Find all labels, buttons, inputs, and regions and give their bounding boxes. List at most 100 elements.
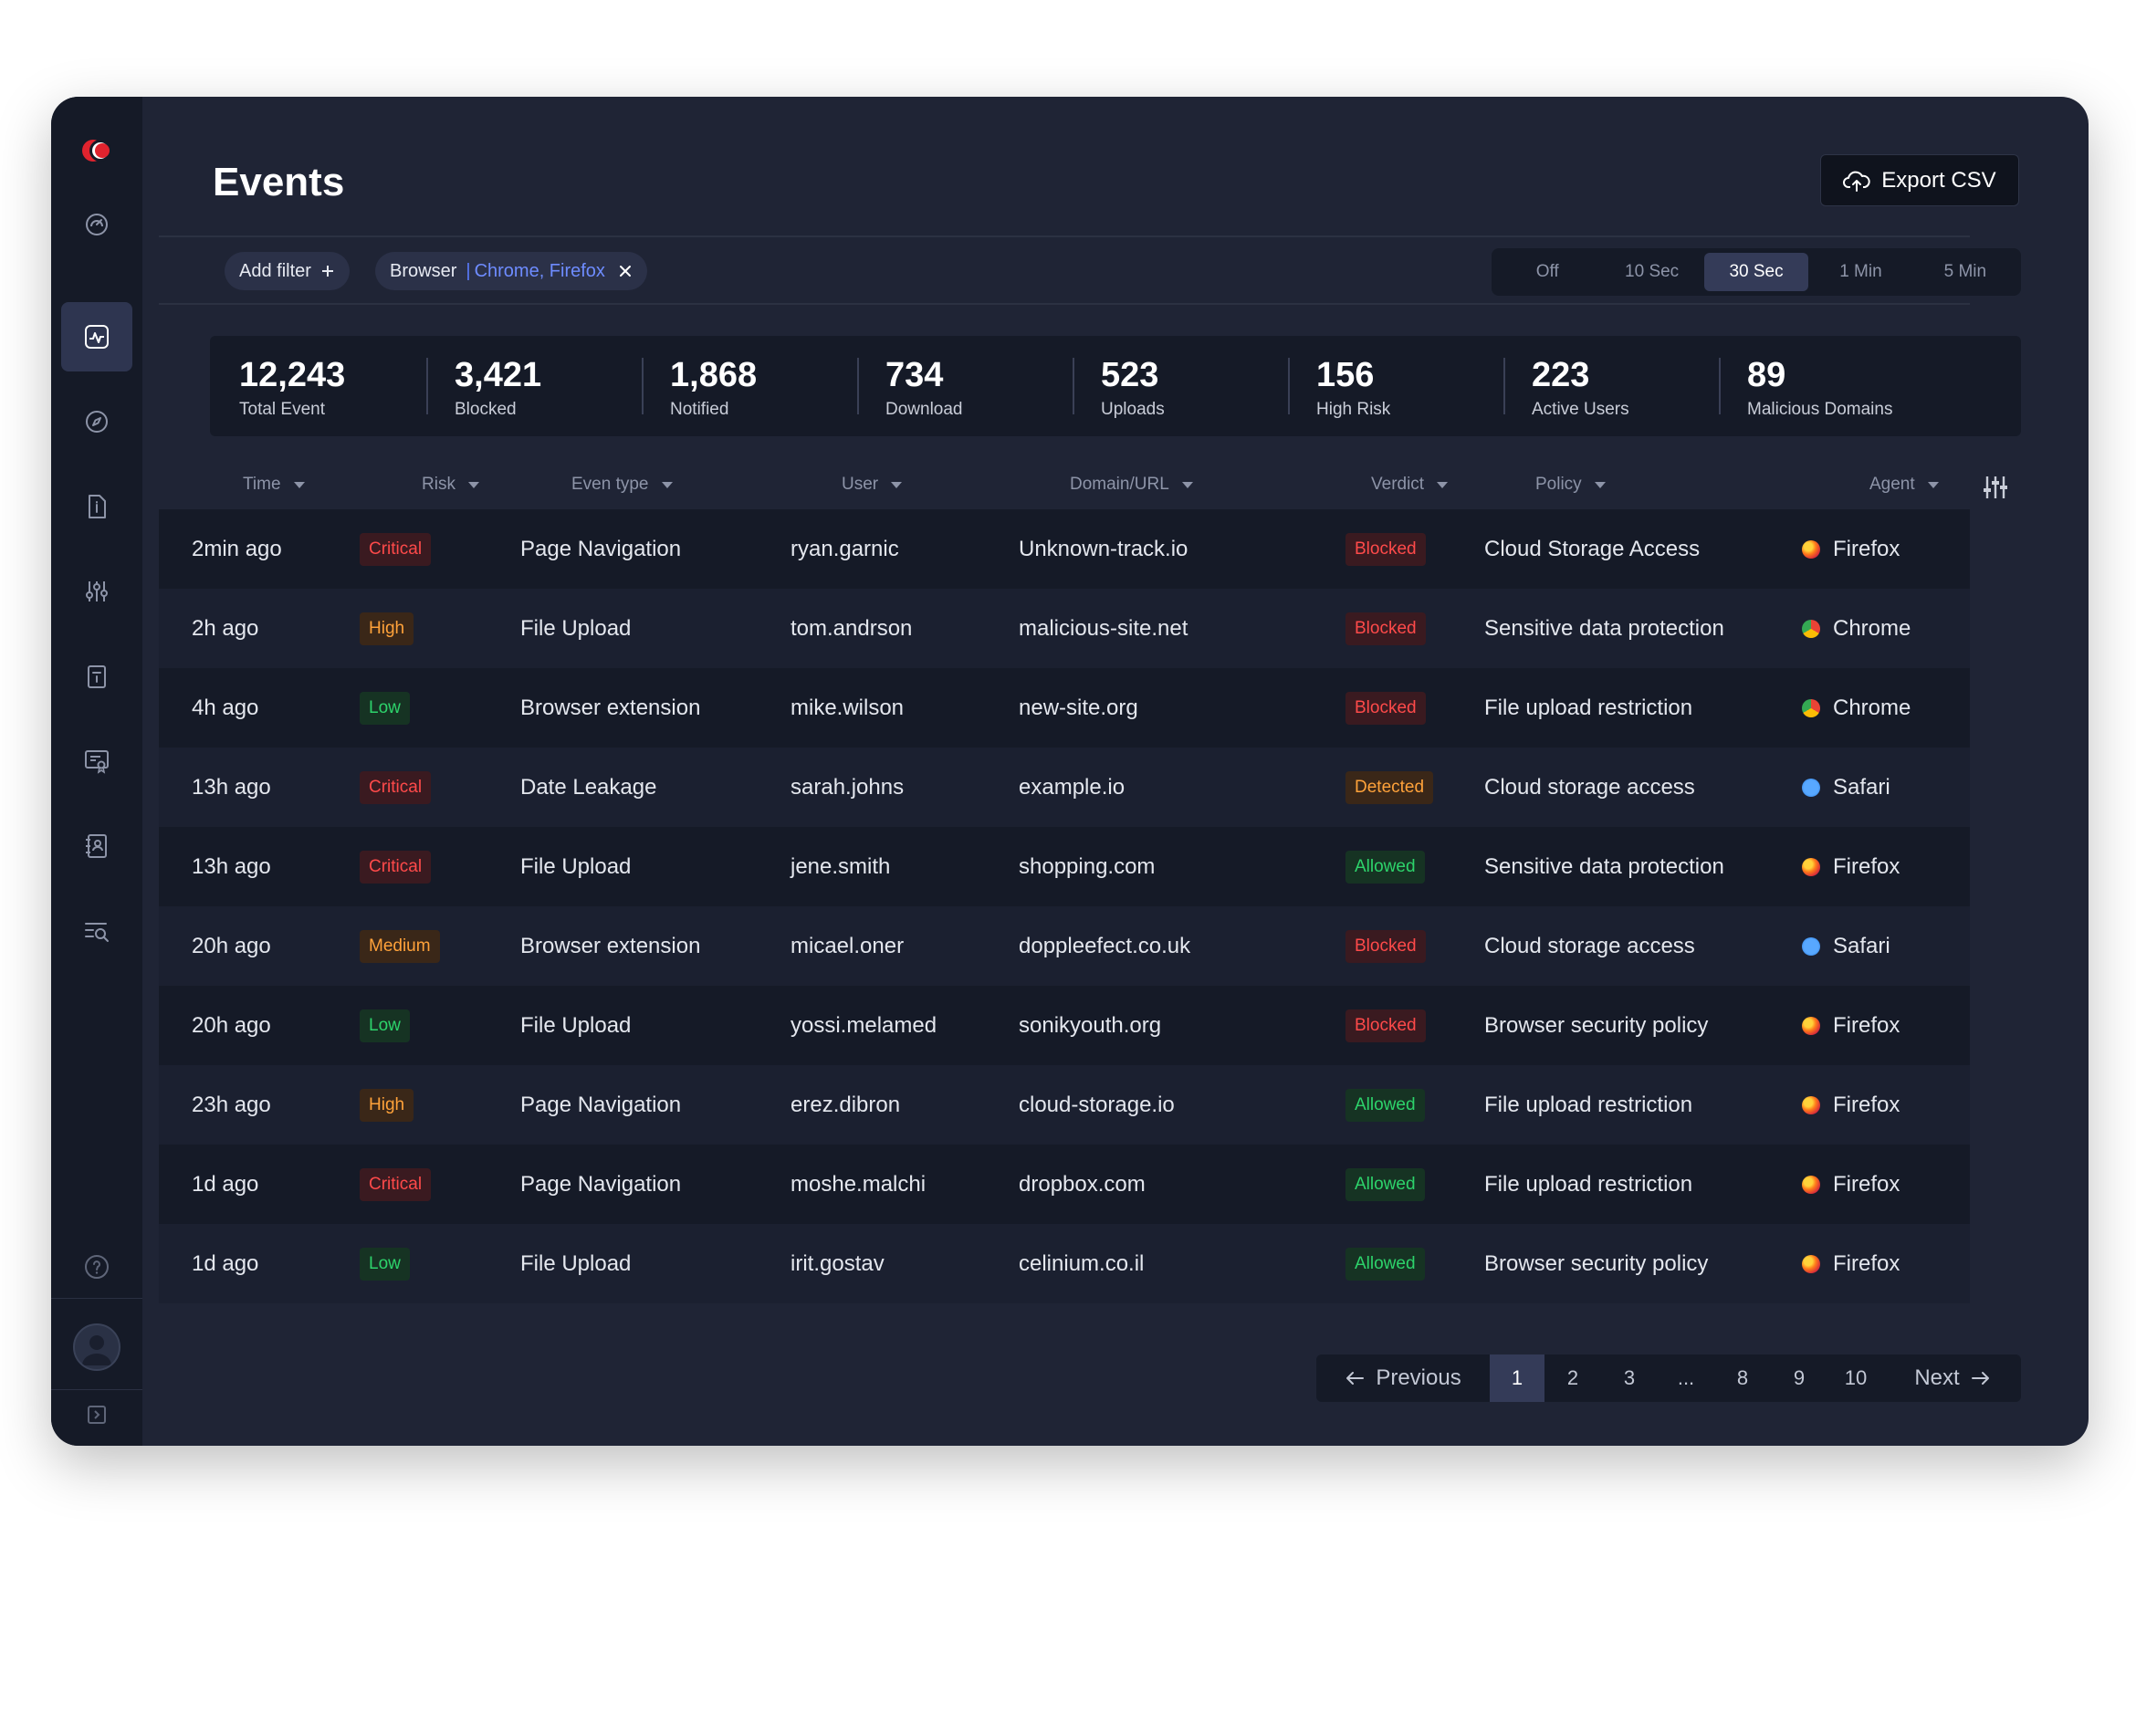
column-header-time[interactable]: Time xyxy=(243,475,305,495)
table-row[interactable]: 20h ago Medium Browser extension micael.one… xyxy=(159,906,1970,986)
cell-event-type: File Upload xyxy=(520,1012,632,1038)
page-title: Events xyxy=(213,160,345,204)
column-header-label: Verdict xyxy=(1371,475,1425,494)
column-header-risk[interactable]: Risk xyxy=(422,475,479,495)
firefox-icon xyxy=(1802,857,1820,876)
cell-risk: Low xyxy=(360,986,410,1065)
cell-agent: Firefox xyxy=(1802,1145,1900,1224)
brand-logo-icon[interactable] xyxy=(80,137,115,164)
caret-down-icon xyxy=(467,481,479,488)
table-row[interactable]: 1d ago Critical Page Navigation moshe.malch… xyxy=(159,1145,1970,1224)
refresh-option-10-sec[interactable]: 10 Sec xyxy=(1625,262,1680,281)
agent-label: Chrome xyxy=(1833,615,1911,641)
cell-policy: Sensitive data protection xyxy=(1484,853,1724,879)
browser-filter-chip[interactable]: Browser | Chrome, Firefox xyxy=(375,252,647,290)
filter-key: Browser xyxy=(390,260,457,281)
chrome-icon xyxy=(1802,619,1820,638)
cell-agent: Chrome xyxy=(1802,589,1911,668)
sidebar-item-reports[interactable] xyxy=(61,472,132,541)
cell-domain: cloud-storage.io xyxy=(1019,1092,1175,1117)
verdict-badge: Detected xyxy=(1345,770,1434,804)
page-button-9[interactable]: 9 xyxy=(1793,1366,1806,1389)
sidebar-item-events[interactable] xyxy=(61,302,132,371)
collapse-sidebar-button[interactable] xyxy=(61,1387,132,1442)
caret-down-icon xyxy=(1437,481,1449,488)
stat-divider xyxy=(1719,358,1721,414)
sidebar-divider xyxy=(51,1298,142,1299)
page-button-1[interactable]: 1 xyxy=(1490,1354,1544,1402)
help-button[interactable] xyxy=(61,1232,132,1302)
avatar[interactable] xyxy=(73,1323,120,1371)
page-button-3[interactable]: 3 xyxy=(1623,1366,1636,1389)
cell-risk: Critical xyxy=(360,748,432,827)
cell-time: 2min ago xyxy=(192,536,282,561)
next-page-button[interactable]: Next xyxy=(1884,1354,2021,1402)
stat-label: Uploads xyxy=(1101,400,1165,419)
sidebar-item-settings[interactable] xyxy=(61,557,132,626)
page-button-10[interactable]: 10 xyxy=(1844,1366,1868,1389)
cell-domain: dropbox.com xyxy=(1019,1171,1146,1197)
caret-down-icon xyxy=(661,481,673,488)
stat-value: 89 xyxy=(1747,356,1786,394)
stat-divider xyxy=(857,358,859,414)
table-row[interactable]: 2h ago High File Upload tom.andrson maliciou… xyxy=(159,589,1970,668)
stat-divider xyxy=(1073,358,1074,414)
verdict-badge: Allowed xyxy=(1345,1167,1425,1201)
refresh-option-30-sec[interactable]: 30 Sec xyxy=(1703,253,1809,291)
chrome-icon xyxy=(1802,698,1820,717)
sidebar-item-explore[interactable] xyxy=(61,387,132,456)
caret-down-icon xyxy=(1594,481,1606,488)
cell-risk: Medium xyxy=(360,906,440,986)
refresh-option-off[interactable]: Off xyxy=(1535,262,1559,281)
export-csv-label: Export CSV xyxy=(1881,167,1996,193)
cell-verdict: Allowed xyxy=(1345,1224,1425,1303)
column-header-agent[interactable]: Agent xyxy=(1869,475,1939,495)
column-header-domain[interactable]: Domain/URL xyxy=(1070,475,1193,495)
stat-label: Active Users xyxy=(1532,400,1629,419)
table-row[interactable]: 1d ago Low File Upload irit.gostav celinium.… xyxy=(159,1224,1970,1303)
table-row[interactable]: 13h ago Critical Date Leakage sarah.johns ex… xyxy=(159,748,1970,827)
refresh-option-5-min[interactable]: 5 Min xyxy=(1943,262,1987,281)
cell-policy: File upload restriction xyxy=(1484,695,1693,720)
table-row[interactable]: 2min ago Critical Page Navigation ryan.garn… xyxy=(159,509,1970,589)
stat-divider xyxy=(642,358,644,414)
firefox-icon xyxy=(1802,539,1820,559)
refresh-option-1-min[interactable]: 1 Min xyxy=(1839,262,1882,281)
add-filter-button[interactable]: Add filter xyxy=(225,252,350,290)
column-header-event-type[interactable]: Even type xyxy=(571,475,673,495)
cell-verdict: Detected xyxy=(1345,748,1434,827)
cell-user: ryan.garnic xyxy=(791,536,899,561)
help-icon xyxy=(85,1255,109,1279)
sidebar-item-directory[interactable] xyxy=(61,811,132,881)
sidebar-item-policies[interactable] xyxy=(61,642,132,711)
risk-badge: Low xyxy=(360,1009,410,1042)
sidebar-item-search-logs[interactable] xyxy=(61,896,132,966)
risk-badge: Critical xyxy=(360,850,432,884)
page-button-2[interactable]: 2 xyxy=(1566,1366,1579,1389)
sidebar-item-certificates[interactable] xyxy=(61,727,132,796)
stats-bar: 12,243 Total Event 3,421 Blocked 1,868 Noti… xyxy=(210,336,2021,436)
table-row[interactable]: 23h ago High Page Navigation erez.dibron clo… xyxy=(159,1065,1970,1145)
firefox-icon xyxy=(1802,1016,1820,1035)
previous-page-button[interactable]: Previous xyxy=(1316,1354,1490,1402)
cell-policy: Cloud storage access xyxy=(1484,774,1695,800)
column-header-policy[interactable]: Policy xyxy=(1535,475,1606,495)
collapse-panel-icon xyxy=(88,1406,106,1424)
page-button-8[interactable]: 8 xyxy=(1736,1366,1749,1389)
export-csv-button[interactable]: Export CSV xyxy=(1820,154,2019,206)
cell-agent: Safari xyxy=(1802,748,1890,827)
verdict-badge: Blocked xyxy=(1345,532,1426,566)
sidebar-item-dashboard[interactable] xyxy=(61,190,132,259)
contacts-book-icon xyxy=(86,834,107,858)
table-row[interactable]: 20h ago Low File Upload yossi.melamed soniky… xyxy=(159,986,1970,1065)
table-row[interactable]: 13h ago Critical File Upload jene.smith shop… xyxy=(159,827,1970,906)
close-icon[interactable] xyxy=(618,264,633,278)
stat-label: Notified xyxy=(670,400,729,419)
column-header-label: Risk xyxy=(422,475,455,494)
cell-risk: High xyxy=(360,589,414,668)
column-header-user[interactable]: User xyxy=(842,475,903,495)
table-row[interactable]: 4h ago Low Browser extension mike.wilson new… xyxy=(159,668,1970,748)
column-header-verdict[interactable]: Verdict xyxy=(1371,475,1449,495)
document-info-icon xyxy=(89,495,106,518)
column-settings-icon[interactable] xyxy=(1981,473,2010,502)
